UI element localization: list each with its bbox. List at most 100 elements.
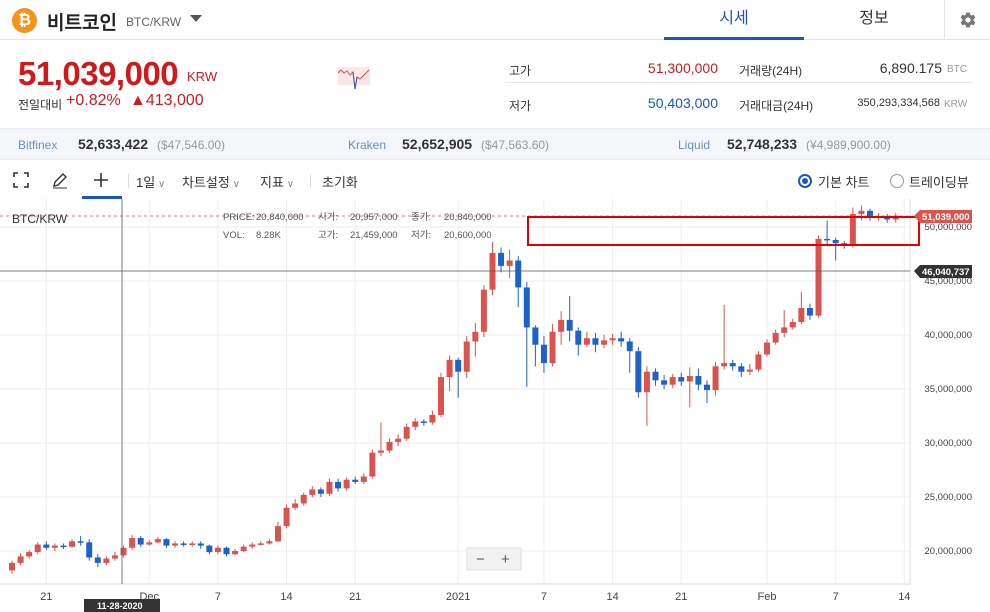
coin-name[interactable]: 비트코인 <box>47 13 117 34</box>
zoom-out-button[interactable]: − <box>476 551 485 568</box>
x-tick-label: 14 <box>898 591 910 603</box>
exchange-name[interactable]: Liquid <box>678 138 711 152</box>
divider <box>505 82 972 83</box>
crosshair-tool-button[interactable] <box>82 161 122 199</box>
candle <box>34 542 41 555</box>
candle <box>292 499 299 510</box>
change-percent: +0.82% <box>66 92 121 109</box>
crosshair-price-tag: 46,040,737 <box>914 265 972 278</box>
y-tick-label: 20,000,000 <box>924 546 972 557</box>
candle <box>867 208 873 221</box>
candle <box>438 372 444 418</box>
candle <box>498 247 505 273</box>
fullscreen-icon[interactable] <box>13 172 29 188</box>
interval-dropdown[interactable]: 1일 ∨ <box>136 172 165 191</box>
exchange-usd-price: (¥4,989,900.00) <box>806 138 891 152</box>
candle <box>798 291 805 325</box>
candle <box>429 410 436 425</box>
volume-value: 6,890.175 <box>879 60 942 76</box>
candle <box>51 543 58 551</box>
candle <box>317 487 324 497</box>
candle <box>154 536 161 544</box>
high-label: 고가 <box>509 64 532 78</box>
candle <box>395 434 402 447</box>
app-header: ₿ 비트코인 BTC/KRW 시세 정보 <box>0 0 990 40</box>
x-tick-label: 7 <box>833 591 839 603</box>
candle <box>420 419 427 426</box>
low-info-value: 20,600,000 <box>444 230 492 241</box>
zoom-controls: − + <box>466 547 522 571</box>
crosshair-price-label: 46,040,737 <box>922 267 970 278</box>
high-info-value: 21,459,000 <box>350 230 398 241</box>
y-tick-label: 40,000,000 <box>924 330 972 341</box>
volume-info-label: VOL: <box>223 230 245 241</box>
candle <box>232 548 239 556</box>
candle <box>626 338 633 373</box>
close-info-value: 20,840,000 <box>444 212 492 223</box>
tradingview-label[interactable]: 트레이딩뷰 <box>909 175 969 190</box>
exchange-price: 52,748,233 <box>727 136 798 152</box>
x-tick-label: 21 <box>349 591 361 603</box>
candle <box>26 549 33 559</box>
bitcoin-icon: ₿ <box>12 8 37 33</box>
candle <box>446 355 453 392</box>
candle <box>352 476 359 485</box>
tab-price[interactable]: 시세 <box>664 0 804 40</box>
change-amount: ▲413,000 <box>130 92 204 109</box>
basic-chart-label[interactable]: 기본 차트 <box>818 175 870 190</box>
high-value: 51,300,000 <box>647 60 718 76</box>
candle <box>746 364 753 375</box>
candle <box>60 543 67 549</box>
candle <box>94 554 101 568</box>
chart-settings-dropdown[interactable]: 차트설정 ∨ <box>182 172 240 191</box>
candle <box>17 553 24 566</box>
candle <box>172 541 179 548</box>
candle <box>789 318 796 330</box>
price-info-value: 20,840,000 <box>256 212 304 223</box>
pencil-icon[interactable] <box>51 171 69 189</box>
exchange-name[interactable]: Kraken <box>348 138 387 152</box>
settings-button[interactable] <box>944 0 990 40</box>
tradingview-radio[interactable] <box>890 174 904 188</box>
candle <box>755 351 762 372</box>
highlight-box <box>527 216 920 246</box>
divider <box>310 174 311 188</box>
amount-value: 350,293,334,568 <box>857 97 940 109</box>
candle <box>335 478 342 492</box>
x-tick-label: 21 <box>675 591 687 603</box>
x-tick-label: 21 <box>40 591 52 603</box>
indicators-dropdown[interactable]: 지표 ∨ <box>260 172 294 191</box>
candle <box>223 546 230 557</box>
candle <box>729 359 736 371</box>
close-info-label: 종가: <box>411 212 431 223</box>
candle <box>197 541 204 549</box>
coin-symbol[interactable]: BTC/KRW <box>126 15 182 29</box>
candle <box>266 539 273 545</box>
low-info-label: 저가: <box>411 230 431 241</box>
candle <box>858 205 865 221</box>
basic-chart-radio[interactable] <box>798 174 812 188</box>
candle <box>832 237 839 261</box>
reset-button[interactable]: 초기화 <box>322 175 358 190</box>
x-tick-label: Feb <box>758 591 777 603</box>
candle <box>240 544 247 553</box>
candle <box>772 329 779 345</box>
candle <box>137 535 144 547</box>
x-tick-label: 7 <box>541 591 547 603</box>
tab-info[interactable]: 정보 <box>859 10 889 27</box>
coin-select-chevron-down-icon[interactable] <box>190 15 202 22</box>
candle <box>480 285 487 338</box>
zoom-in-button[interactable]: + <box>501 551 510 568</box>
current-price: 51,039,000 <box>18 55 179 92</box>
x-tick-label: 2021 <box>446 591 470 603</box>
high-info-label: 고가: <box>318 230 338 241</box>
candle <box>686 367 693 408</box>
open-info-label: 시가: <box>318 212 338 223</box>
divider <box>128 174 129 188</box>
exchange-name[interactable]: Bitfinex <box>18 138 58 152</box>
candle <box>661 374 668 389</box>
y-tick-label: 45,000,000 <box>924 276 972 287</box>
interval-label: 1일 <box>136 175 156 190</box>
candlestick-chart[interactable]: 20,000,000 25,000,000 30,000,000 35,000,000… <box>0 199 990 612</box>
candle <box>806 303 813 320</box>
